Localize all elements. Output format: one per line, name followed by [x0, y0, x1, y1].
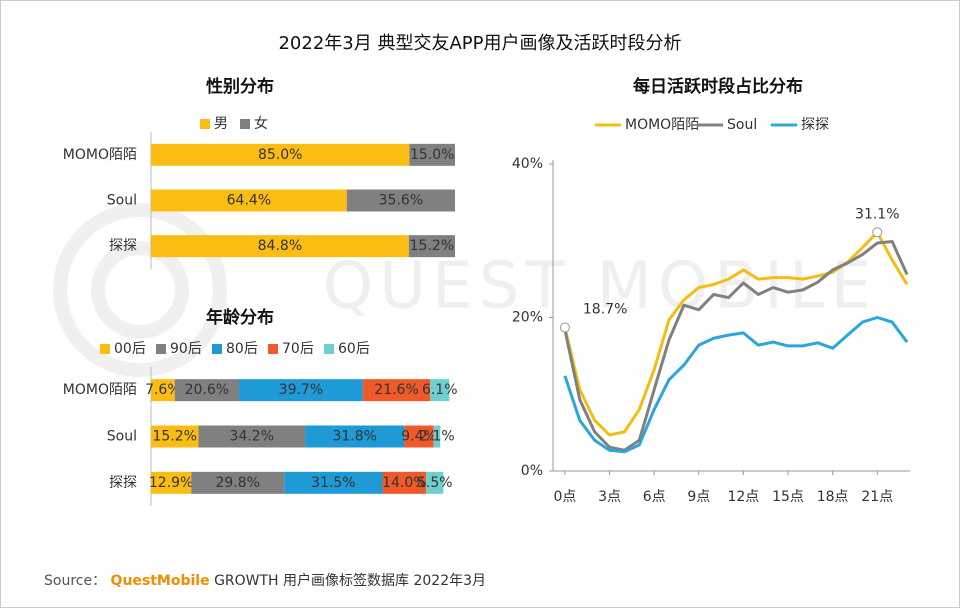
category-label: 探探	[109, 475, 137, 491]
legend-swatch	[100, 344, 110, 354]
legend-swatch	[324, 344, 334, 354]
bar-segment	[362, 379, 431, 402]
x-tick-label: 21点	[861, 489, 893, 505]
bar-segment	[346, 189, 455, 212]
x-tick-label: 12点	[727, 489, 759, 505]
bar-segment	[404, 425, 434, 448]
x-tick-label: 3点	[598, 489, 621, 505]
legend-swatch	[268, 344, 278, 354]
legend-swatch	[240, 119, 250, 129]
value-label: 15.0%	[410, 147, 454, 163]
chart-title: 性别分布	[206, 76, 274, 97]
legend-label: 60后	[338, 341, 370, 357]
legend-swatch	[156, 344, 166, 354]
source: Source： QuestMobile GROWTH 用户画像标签数据库 202…	[44, 572, 486, 589]
value-label: 21.6%	[374, 382, 418, 398]
source-prefix: Source：	[44, 573, 106, 589]
y-tick-label: 40%	[512, 156, 543, 172]
value-label: 12.9%	[149, 475, 193, 491]
value-label: 39.7%	[279, 382, 323, 398]
bar-segment	[284, 471, 383, 494]
legend-label: Soul	[727, 117, 757, 133]
x-tick-label: 0点	[553, 489, 576, 505]
bar-segment	[151, 189, 347, 212]
value-label: 34.2%	[230, 429, 274, 445]
value-label: 9.4%	[401, 429, 437, 445]
bar-segment	[305, 425, 405, 448]
source-brand: QuestMobile	[111, 573, 210, 589]
category-label: MOMO陌陌	[63, 382, 137, 398]
legend-label: 男	[214, 116, 228, 132]
legend-label: 女	[254, 115, 268, 132]
chart-title: 年龄分布	[206, 307, 274, 328]
bar-segment	[426, 471, 444, 494]
value-label: 14.0%	[382, 475, 426, 491]
bar-segment	[409, 143, 455, 166]
bar-segment	[433, 425, 441, 448]
value-label: 5.5%	[417, 475, 453, 491]
watermark: QUEST MOBILE	[323, 250, 877, 324]
x-tick-label: 6点	[643, 489, 666, 505]
value-label: 31.1%	[855, 206, 899, 222]
line-series	[563, 230, 909, 437]
value-label: 20.6%	[185, 382, 229, 398]
legend-label: MOMO陌陌	[625, 117, 699, 133]
value-label: 64.4%	[227, 193, 271, 209]
x-tick-label: 15点	[772, 489, 804, 505]
legend-label: 90后	[170, 341, 202, 357]
legend-label: 探探	[801, 117, 829, 133]
bar-segment	[238, 379, 363, 402]
bar-segment	[151, 471, 192, 494]
x-tick-label: 9点	[687, 489, 710, 505]
bar-segment	[151, 379, 175, 402]
line-series	[563, 240, 909, 452]
watermark-logo	[53, 203, 227, 377]
bar-segment	[151, 235, 409, 258]
value-label: 31.8%	[332, 429, 376, 445]
x-tick-label: 18点	[817, 489, 849, 505]
legend-swatch	[212, 344, 222, 354]
value-label: 2.1%	[419, 429, 455, 445]
bar-segment	[191, 471, 285, 494]
y-tick-label: 20%	[512, 310, 543, 326]
value-label: 15.2%	[152, 429, 196, 445]
point-marker	[872, 227, 883, 238]
legend-label: 00后	[114, 341, 146, 357]
bar-segment	[408, 235, 455, 258]
value-label: 15.2%	[410, 238, 454, 254]
value-label: 35.6%	[379, 193, 423, 209]
legend-swatch	[200, 119, 210, 129]
bar-segment	[198, 425, 306, 448]
bar-segment	[174, 379, 239, 402]
value-label: 7.6%	[145, 382, 181, 398]
value-label: 84.8%	[258, 238, 302, 254]
chart-title: 每日活跃时段占比分布	[633, 76, 803, 97]
line-series	[563, 316, 909, 454]
category-label: Soul	[107, 429, 137, 445]
value-label: 29.8%	[215, 475, 259, 491]
value-label: 6.1%	[422, 382, 458, 398]
page-title: 2022年3月 典型交友APP用户画像及活跃时段分析	[278, 33, 681, 54]
y-tick-label: 0%	[521, 463, 543, 479]
bar-segment	[430, 379, 450, 402]
bar-segment	[151, 143, 410, 166]
value-label: 31.5%	[311, 475, 355, 491]
legend-label: 80后	[226, 341, 258, 357]
point-marker	[559, 322, 570, 333]
source-text: GROWTH 用户画像标签数据库 2022年3月	[214, 572, 486, 589]
value-label: 18.7%	[583, 301, 627, 317]
bar-segment	[151, 425, 199, 448]
category-label: 探探	[109, 238, 137, 254]
category-label: Soul	[107, 193, 137, 209]
category-label: MOMO陌陌	[63, 147, 137, 163]
bar-segment	[382, 471, 427, 494]
value-label: 85.0%	[258, 147, 302, 163]
legend-label: 70后	[282, 341, 314, 357]
